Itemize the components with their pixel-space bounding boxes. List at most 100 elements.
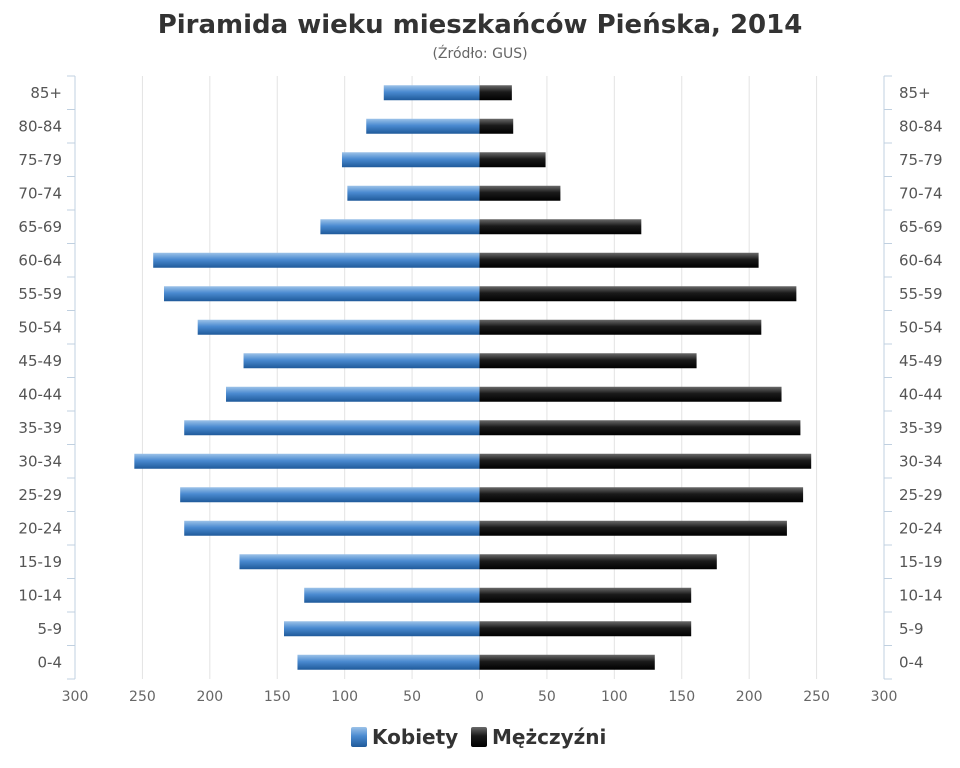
bar-kobiety-80-84[interactable]	[366, 118, 480, 134]
bar-mezczyzni-75-79[interactable]	[479, 152, 546, 168]
x-tick-label: 300	[62, 689, 89, 705]
bar-mezczyzni-0-4[interactable]	[479, 654, 655, 670]
bar-mezczyzni-70-74[interactable]	[479, 185, 561, 201]
axes	[67, 75, 892, 680]
category-label-right-55-59: 55-59	[899, 285, 943, 303]
category-label-right-0-4: 0-4	[899, 653, 924, 671]
bar-kobiety-15-19[interactable]	[239, 554, 480, 570]
category-label-right-20-24: 20-24	[899, 519, 943, 537]
category-label-left-15-19: 15-19	[18, 553, 62, 571]
category-label-right-65-69: 65-69	[899, 218, 943, 236]
bar-mezczyzni-20-24[interactable]	[479, 520, 787, 536]
bar-mezczyzni-60-64[interactable]	[479, 252, 759, 268]
x-tick-label: 200	[196, 689, 223, 705]
bar-kobiety-30-34[interactable]	[134, 453, 480, 469]
grid-lines	[141, 76, 818, 679]
bar-kobiety-5-9[interactable]	[283, 621, 480, 637]
legend-label-kobiety: Kobiety	[372, 725, 458, 749]
bar-mezczyzni-85plus[interactable]	[479, 85, 512, 101]
bar-mezczyzni-55-59[interactable]	[479, 286, 797, 302]
x-tick-label: 100	[331, 689, 358, 705]
bar-mezczyzni-80-84[interactable]	[479, 118, 514, 134]
bar-mezczyzni-5-9[interactable]	[479, 621, 692, 637]
legend-swatch-mezczyzni	[471, 727, 487, 747]
x-tick-label: 50	[538, 689, 556, 705]
category-label-right-80-84: 80-84	[899, 117, 943, 135]
legend-item-mezczyzni[interactable]: Mężczyźni	[471, 725, 606, 749]
bar-mezczyzni-65-69[interactable]	[479, 219, 642, 235]
category-label-left-35-39: 35-39	[18, 419, 62, 437]
bar-kobiety-70-74[interactable]	[347, 185, 480, 201]
bar-mezczyzni-45-49[interactable]	[479, 353, 697, 369]
x-axis-tick-labels: 300 250 200 150 100 50 0 50 100 150 200 250 300	[62, 689, 898, 705]
category-label-right-40-44: 40-44	[899, 385, 943, 403]
category-label-left-85plus: 85+	[30, 84, 62, 102]
category-label-right-15-19: 15-19	[899, 553, 943, 571]
category-label-left-25-29: 25-29	[18, 486, 62, 504]
category-label-left-55-59: 55-59	[18, 285, 62, 303]
category-label-right-70-74: 70-74	[899, 184, 943, 202]
x-tick-label: 100	[601, 689, 628, 705]
category-label-left-40-44: 40-44	[18, 385, 62, 403]
bar-kobiety-45-49[interactable]	[243, 353, 480, 369]
bar-kobiety-85plus[interactable]	[383, 85, 480, 101]
bar-kobiety-10-14[interactable]	[304, 587, 480, 603]
category-label-left-75-79: 75-79	[18, 151, 62, 169]
x-tick-label: 150	[668, 689, 695, 705]
bar-kobiety-0-4[interactable]	[297, 654, 480, 670]
category-label-left-50-54: 50-54	[18, 318, 62, 336]
category-label-left-70-74: 70-74	[18, 184, 62, 202]
chart-title: Piramida wieku mieszkańców Pieńska, 2014	[158, 10, 803, 40]
bars	[134, 85, 812, 670]
bar-mezczyzni-30-34[interactable]	[479, 453, 812, 469]
bar-mezczyzni-15-19[interactable]	[479, 554, 717, 570]
bar-kobiety-35-39[interactable]	[184, 420, 480, 436]
category-label-right-25-29: 25-29	[899, 486, 943, 504]
bar-kobiety-65-69[interactable]	[320, 219, 480, 235]
bar-kobiety-20-24[interactable]	[184, 520, 480, 536]
x-tick-label: 250	[129, 689, 156, 705]
category-label-left-30-34: 30-34	[18, 452, 62, 470]
legend-swatch-kobiety	[351, 727, 367, 747]
category-label-right-85plus: 85+	[899, 84, 931, 102]
x-tick-label: 300	[871, 689, 898, 705]
category-label-left-60-64: 60-64	[18, 251, 62, 269]
bar-mezczyzni-50-54[interactable]	[479, 319, 762, 335]
category-label-left-5-9: 5-9	[38, 620, 63, 638]
bar-kobiety-55-59[interactable]	[163, 286, 480, 302]
category-label-right-30-34: 30-34	[899, 452, 943, 470]
category-labels-right: 85+ 80-84 75-79 70-74 65-69 60-64 55-59 50-54 45…	[899, 84, 943, 672]
category-label-right-50-54: 50-54	[899, 318, 943, 336]
chart-subtitle: (Źródło: GUS)	[432, 44, 527, 62]
x-tick-label: 200	[736, 689, 763, 705]
category-label-left-65-69: 65-69	[18, 218, 62, 236]
category-label-right-10-14: 10-14	[899, 586, 943, 604]
x-tick-label: 50	[403, 689, 421, 705]
bar-kobiety-25-29[interactable]	[180, 487, 480, 503]
x-tick-label: 150	[264, 689, 291, 705]
category-label-right-45-49: 45-49	[899, 352, 943, 370]
category-label-right-75-79: 75-79	[899, 151, 943, 169]
bar-kobiety-40-44[interactable]	[226, 386, 480, 402]
x-tick-label: 250	[803, 689, 830, 705]
category-label-left-80-84: 80-84	[18, 117, 62, 135]
bar-mezczyzni-10-14[interactable]	[479, 587, 692, 603]
category-label-left-20-24: 20-24	[18, 519, 62, 537]
category-label-right-5-9: 5-9	[899, 620, 924, 638]
bar-mezczyzni-40-44[interactable]	[479, 386, 782, 402]
legend[interactable]: Kobiety Mężczyźni	[351, 725, 606, 749]
bar-mezczyzni-35-39[interactable]	[479, 420, 801, 436]
category-label-right-35-39: 35-39	[899, 419, 943, 437]
category-label-left-10-14: 10-14	[18, 586, 62, 604]
bar-kobiety-75-79[interactable]	[341, 152, 480, 168]
legend-item-kobiety[interactable]: Kobiety	[351, 725, 458, 749]
category-label-right-60-64: 60-64	[899, 251, 943, 269]
x-tick-label: 0	[475, 689, 484, 705]
legend-label-mezczyzni: Mężczyźni	[492, 725, 606, 749]
bar-kobiety-50-54[interactable]	[197, 319, 480, 335]
category-label-left-45-49: 45-49	[18, 352, 62, 370]
category-labels-left: 85+ 80-84 75-79 70-74 65-69 60-64 55-59 50-54 45…	[18, 84, 62, 672]
bar-kobiety-60-64[interactable]	[153, 252, 480, 268]
bar-mezczyzni-25-29[interactable]	[479, 487, 804, 503]
